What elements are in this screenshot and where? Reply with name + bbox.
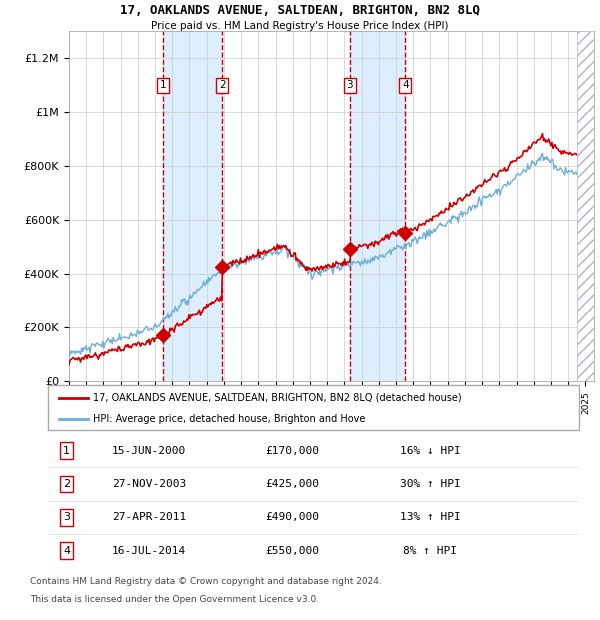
Text: 17, OAKLANDS AVENUE, SALTDEAN, BRIGHTON, BN2 8LQ (detached house): 17, OAKLANDS AVENUE, SALTDEAN, BRIGHTON,… — [93, 392, 462, 402]
Text: 30% ↑ HPI: 30% ↑ HPI — [400, 479, 461, 489]
Text: 16% ↓ HPI: 16% ↓ HPI — [400, 446, 461, 456]
Text: 17, OAKLANDS AVENUE, SALTDEAN, BRIGHTON, BN2 8LQ: 17, OAKLANDS AVENUE, SALTDEAN, BRIGHTON,… — [120, 4, 480, 17]
Bar — [350, 31, 406, 381]
Text: Contains HM Land Registry data © Crown copyright and database right 2024.: Contains HM Land Registry data © Crown c… — [30, 577, 382, 586]
Text: 1: 1 — [160, 81, 166, 91]
Text: 16-JUL-2014: 16-JUL-2014 — [112, 546, 186, 556]
Text: £550,000: £550,000 — [265, 546, 319, 556]
Text: 4: 4 — [63, 546, 70, 556]
Text: £170,000: £170,000 — [265, 446, 319, 456]
Text: £490,000: £490,000 — [265, 512, 319, 522]
Text: Price paid vs. HM Land Registry's House Price Index (HPI): Price paid vs. HM Land Registry's House … — [151, 21, 449, 31]
Text: 15-JUN-2000: 15-JUN-2000 — [112, 446, 186, 456]
Text: 27-NOV-2003: 27-NOV-2003 — [112, 479, 186, 489]
Text: 1: 1 — [63, 446, 70, 456]
Text: 4: 4 — [402, 81, 409, 91]
Text: HPI: Average price, detached house, Brighton and Hove: HPI: Average price, detached house, Brig… — [93, 414, 365, 423]
Text: 2: 2 — [219, 81, 226, 91]
Text: This data is licensed under the Open Government Licence v3.0.: This data is licensed under the Open Gov… — [30, 595, 319, 604]
Text: 27-APR-2011: 27-APR-2011 — [112, 512, 186, 522]
Bar — [577, 31, 594, 381]
Text: £425,000: £425,000 — [265, 479, 319, 489]
Text: 2: 2 — [63, 479, 70, 489]
Text: 8% ↑ HPI: 8% ↑ HPI — [403, 546, 457, 556]
Text: 13% ↑ HPI: 13% ↑ HPI — [400, 512, 461, 522]
Bar — [577, 31, 594, 381]
Text: 3: 3 — [63, 512, 70, 522]
Bar — [163, 31, 223, 381]
Text: 3: 3 — [347, 81, 353, 91]
FancyBboxPatch shape — [48, 385, 579, 430]
